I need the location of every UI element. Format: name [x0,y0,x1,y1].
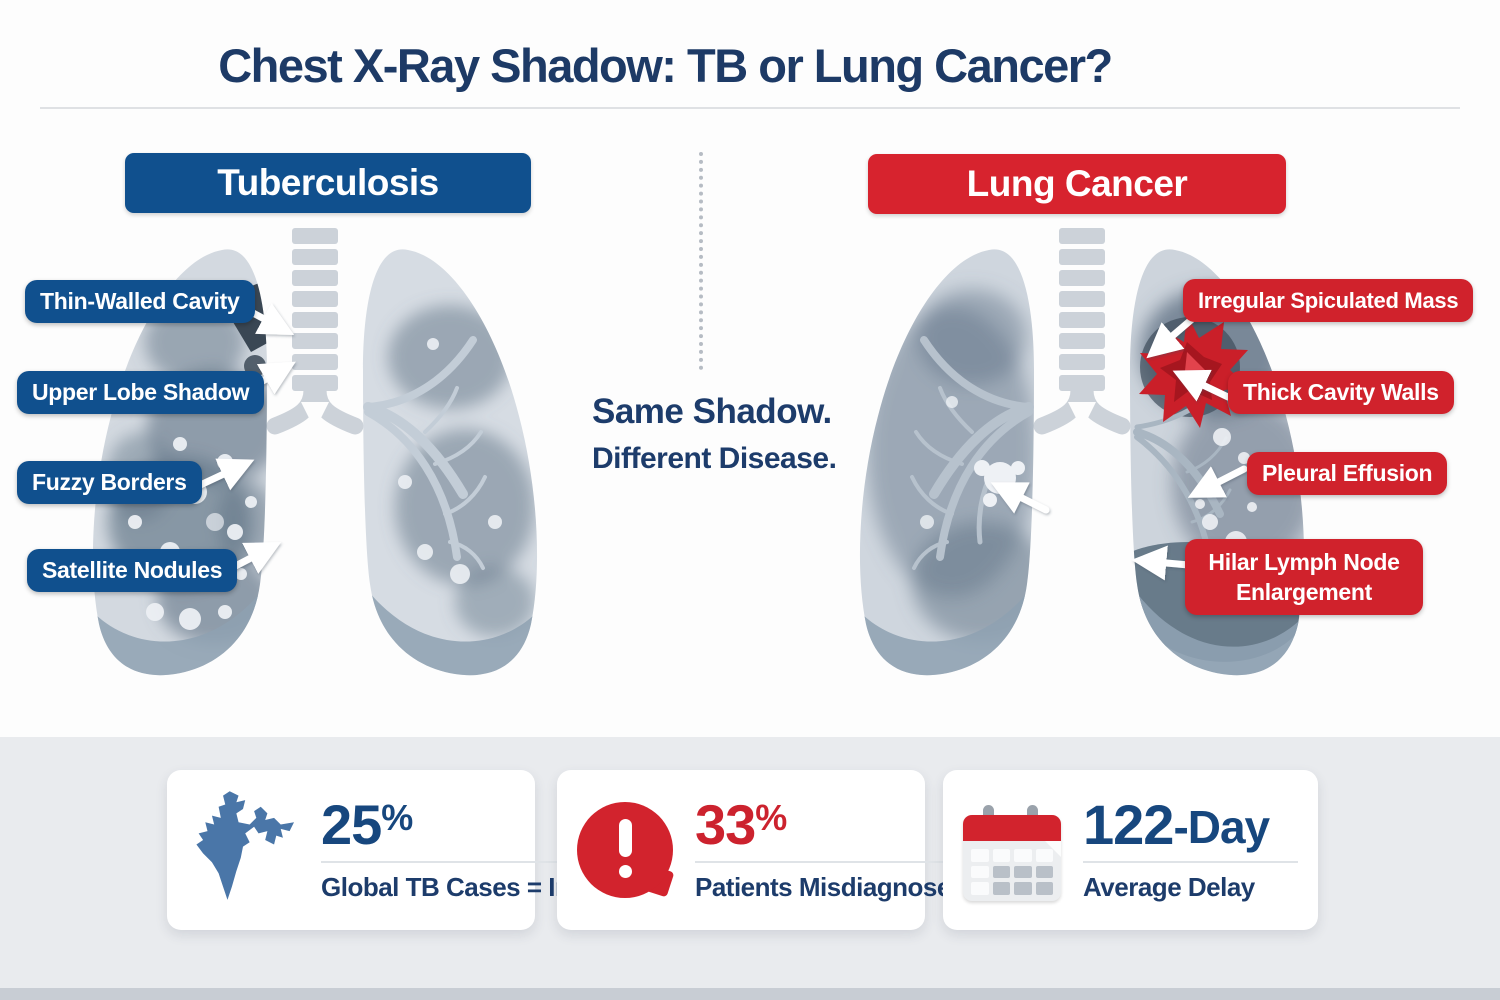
trachea-icon [1033,228,1131,435]
section-divider [699,152,703,370]
stat-card-tb-india: 25% Global TB Cases = India [167,770,607,930]
cancer-label-pleural-effusion: Pleural Effusion [1247,452,1448,495]
stat-underline [1083,861,1298,863]
center-caption: Same Shadow. Different Disease. [592,392,837,476]
cancer-label-irregular-spiculated-mass: Irregular Spiculated Mass [1183,279,1474,322]
tb-label-upper-lobe-shadow: Upper Lobe Shadow [17,371,265,414]
caption-line-2: Different Disease. [592,442,837,475]
title-divider [40,107,1460,109]
tb-label-fuzzy-borders: Fuzzy Borders [17,461,202,504]
tb-label-satellite-nodules: Satellite Nodules [27,549,238,592]
india-map-icon [196,791,295,900]
bottom-strip [0,988,1500,1000]
calendar-icon [963,805,1061,901]
stat-value: 33% [695,793,787,856]
stat-underline [321,861,607,863]
stat-card-misdiagnosed: 33% Patients Misdiagnosed [557,770,967,930]
stat-card-average-delay: 122-Day Average Delay [943,770,1318,930]
cancer-label-hilar-lymph-node: Hilar Lymph Node Enlargement [1185,539,1423,615]
stat-underline [695,861,967,863]
trachea-icon [266,228,364,435]
stat-label: Average Delay [1083,872,1255,902]
stat-value: 122-Day [1083,793,1270,856]
page-title: Chest X-Ray Shadow: TB or Lung Cancer? [218,39,1113,92]
tb-label-thin-walled-cavity: Thin-Walled Cavity [25,280,255,323]
exclamation-icon [577,802,675,898]
tuberculosis-header: Tuberculosis [125,153,531,213]
lung-cancer-header: Lung Cancer [868,154,1286,214]
cancer-label-thick-cavity-walls: Thick Cavity Walls [1228,371,1454,414]
caption-line-1: Same Shadow. [592,392,832,431]
stat-value: 25% [321,793,413,856]
stat-label: Patients Misdiagnosed [695,872,967,902]
